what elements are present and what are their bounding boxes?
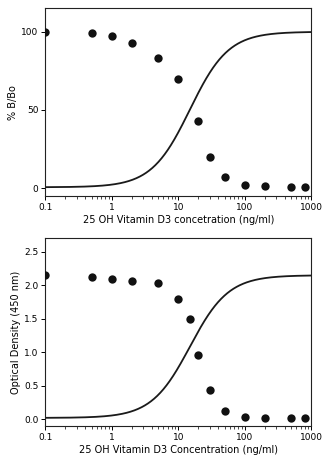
Point: [43, 272, 48, 279]
Point: [156, 280, 161, 287]
Point: [196, 117, 201, 125]
Point: [262, 414, 267, 422]
Point: [175, 75, 181, 82]
Point: [43, 28, 48, 36]
Point: [109, 33, 115, 40]
Point: [175, 295, 181, 302]
Point: [187, 315, 193, 323]
X-axis label: 25 OH Vitamin D3 concetration (ng/ml): 25 OH Vitamin D3 concetration (ng/ml): [82, 214, 274, 225]
Point: [302, 414, 307, 422]
Point: [242, 413, 247, 420]
Y-axis label: Optical Density (450 nm): Optical Density (450 nm): [11, 270, 21, 394]
Point: [207, 386, 213, 394]
Point: [109, 275, 115, 282]
X-axis label: 25 OH Vitamin D3 Concentration (ng/ml): 25 OH Vitamin D3 Concentration (ng/ml): [79, 444, 278, 455]
Point: [89, 274, 94, 281]
Point: [262, 183, 267, 190]
Point: [289, 183, 294, 191]
Point: [302, 183, 307, 191]
Point: [129, 39, 134, 46]
Point: [207, 153, 213, 161]
Point: [222, 407, 227, 415]
Point: [196, 351, 201, 359]
Point: [222, 173, 227, 181]
Point: [129, 277, 134, 284]
Point: [156, 55, 161, 62]
Point: [289, 414, 294, 422]
Point: [242, 181, 247, 188]
Point: [89, 30, 94, 37]
Y-axis label: % B/Bo: % B/Bo: [8, 85, 18, 119]
